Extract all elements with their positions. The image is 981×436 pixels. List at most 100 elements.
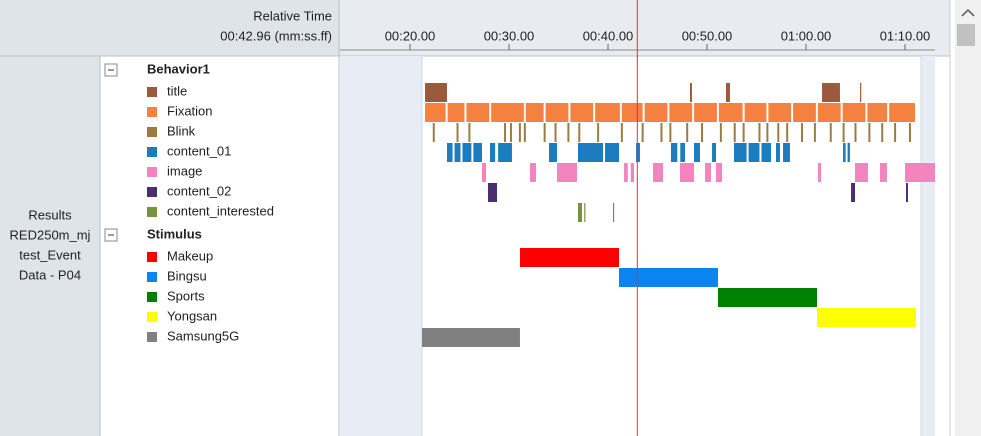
event-segment — [734, 143, 747, 162]
event-segment — [491, 103, 524, 122]
legend-swatch — [147, 127, 157, 137]
event-segment — [545, 103, 569, 122]
event-segment — [786, 123, 789, 142]
event-segment — [742, 123, 745, 142]
legend-swatch — [147, 207, 157, 217]
bars — [421, 0, 935, 436]
source-label: Results RED250m_mj test_Event Data - P04 — [10, 207, 91, 282]
event-segment — [584, 203, 586, 222]
event-segment — [868, 123, 871, 142]
event-segment — [733, 123, 736, 142]
event-segment — [851, 183, 856, 202]
event-segment — [447, 103, 465, 122]
event-segment — [489, 143, 496, 162]
event-segment — [718, 103, 743, 122]
event-segment — [456, 123, 459, 142]
event-segment — [843, 143, 846, 162]
event-segment — [855, 163, 868, 182]
event-segment — [578, 203, 582, 222]
legend-swatch — [147, 167, 157, 177]
event-segment — [523, 123, 526, 142]
event-segment — [425, 83, 448, 102]
tree: Behavior1 title Fixation Blink content_01ima… — [104, 61, 274, 343]
row-name: title — [167, 83, 187, 98]
event-segment — [636, 143, 640, 162]
event-segment — [570, 103, 594, 122]
event-segment — [776, 143, 780, 162]
event-segment — [473, 143, 482, 162]
event-segment — [529, 163, 537, 182]
event-segment — [644, 103, 668, 122]
event-segment — [612, 203, 615, 222]
header-left — [0, 0, 340, 56]
current-time: 00:42.96 (mm:ss.ff) — [220, 28, 332, 43]
event-segment — [509, 123, 512, 142]
source-pane — [0, 56, 100, 436]
event-segment — [842, 103, 866, 122]
event-segment — [543, 123, 546, 142]
event-segment — [620, 123, 623, 142]
event-segment — [817, 103, 841, 122]
row-name: content_interested — [167, 203, 274, 218]
legend-swatch — [147, 312, 157, 322]
row-name: Yongsan — [167, 308, 217, 323]
event-segment — [578, 143, 604, 162]
header-label: Relative Time — [253, 8, 332, 23]
event-segment — [894, 123, 897, 142]
event-segment — [744, 103, 767, 122]
event-segment — [525, 103, 544, 122]
event-segment — [518, 123, 521, 142]
event-segment — [653, 163, 664, 182]
event-segment — [641, 123, 644, 142]
event-segment — [686, 123, 689, 142]
row-name: Samsung5G — [167, 328, 239, 343]
event-segment — [881, 123, 884, 142]
ruler-ticks: 00:20.00 00:30.00 00:40.00 00:50.00 01:00.00… — [385, 28, 931, 50]
event-segment — [618, 268, 718, 287]
event-segment — [842, 123, 845, 142]
event-segment — [712, 143, 717, 162]
event-segment — [454, 143, 461, 162]
event-segment — [447, 143, 453, 162]
group-name: Behavior1 — [147, 61, 210, 76]
event-segment — [758, 123, 761, 142]
source-line: test_Event — [19, 247, 81, 262]
legend-swatch — [147, 87, 157, 97]
event-segment — [905, 163, 935, 182]
source-line: RED250m_mj — [10, 227, 91, 242]
out-of-range — [340, 56, 422, 436]
event-segment — [705, 163, 711, 182]
event-segment — [768, 103, 792, 122]
event-segment — [879, 163, 887, 182]
event-segment — [748, 143, 760, 162]
event-segment — [777, 123, 780, 142]
event-segment — [669, 103, 693, 122]
event-segment — [548, 143, 558, 162]
event-segment — [860, 83, 862, 102]
event-segment — [847, 143, 850, 162]
row-name: image — [167, 163, 202, 178]
legend-swatch — [147, 107, 157, 117]
row-name: Fixation — [167, 103, 213, 118]
event-segment — [783, 143, 790, 162]
ruler — [340, 0, 950, 56]
event-segment — [421, 328, 520, 347]
out-of-range — [921, 56, 935, 436]
event-segment — [670, 143, 678, 162]
event-segment — [595, 103, 620, 122]
source-line: Results — [28, 207, 72, 222]
event-segment — [908, 123, 911, 142]
event-segment — [813, 123, 816, 142]
event-segment — [432, 123, 435, 142]
event-segment — [466, 103, 490, 122]
event-segment — [481, 163, 487, 182]
scrollbar[interactable] — [955, 0, 981, 436]
scroll-up[interactable] — [961, 8, 975, 17]
row-name: content_01 — [167, 143, 231, 158]
tick-label: 00:30.00 — [484, 28, 535, 43]
event-segment — [597, 123, 600, 142]
row-name: Sports — [167, 288, 205, 303]
tick-label: 01:10.00 — [880, 28, 931, 43]
scroll-thumb[interactable] — [957, 24, 975, 46]
